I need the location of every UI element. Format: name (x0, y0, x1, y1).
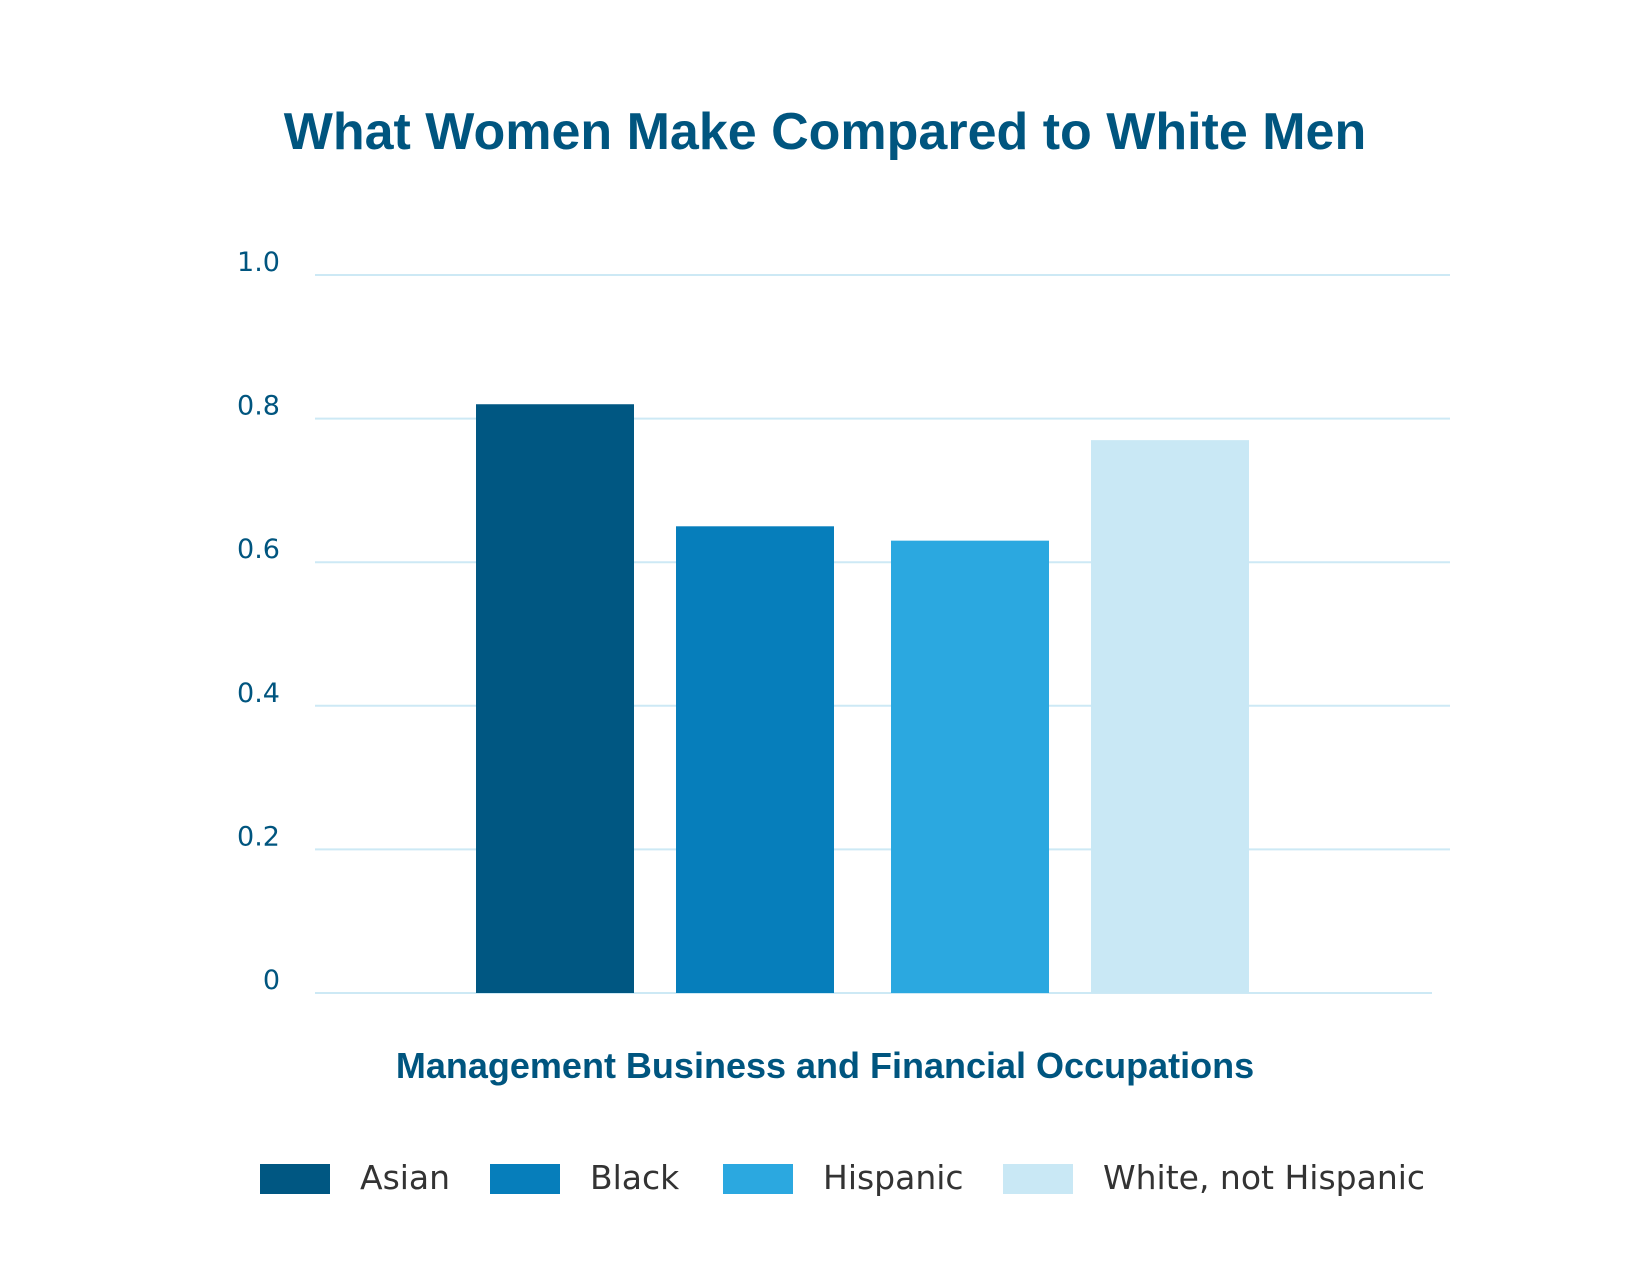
plot-area: 0 0.2 0.4 0.6 0.8 1.0 (237, 247, 1450, 996)
bar-black (676, 526, 834, 993)
y-tick-label: 0.8 (237, 391, 280, 422)
legend-swatch (490, 1164, 560, 1194)
y-tick-label: 0 (263, 965, 280, 996)
bar-hispanic (891, 540, 1049, 993)
bar-asian (476, 404, 634, 993)
legend-swatch (260, 1164, 330, 1194)
legend-label: Asian (360, 1158, 451, 1197)
legend-label: White, not Hispanic (1103, 1158, 1426, 1197)
legend: Asian Black Hispanic White, not Hispanic (0, 1150, 1650, 1210)
legend-swatch (1003, 1164, 1073, 1194)
y-tick-label: 0.4 (237, 678, 280, 709)
legend-label: Black (590, 1158, 680, 1197)
y-tick-label: 0.2 (237, 821, 280, 852)
legend-swatch (723, 1164, 793, 1194)
bar-white-not-hispanic (1091, 440, 1249, 993)
legend-label: Hispanic (823, 1158, 964, 1197)
y-tick-label: 1.0 (237, 247, 280, 278)
y-tick-label: 0.6 (237, 534, 280, 565)
y-axis-ticks: 0 0.2 0.4 0.6 0.8 1.0 (237, 247, 280, 996)
bars (476, 404, 1249, 993)
x-axis-label: Management Business and Financial Occupa… (395, 1045, 1255, 1086)
chart-title: What Women Make Compared to White Men (283, 103, 1367, 161)
